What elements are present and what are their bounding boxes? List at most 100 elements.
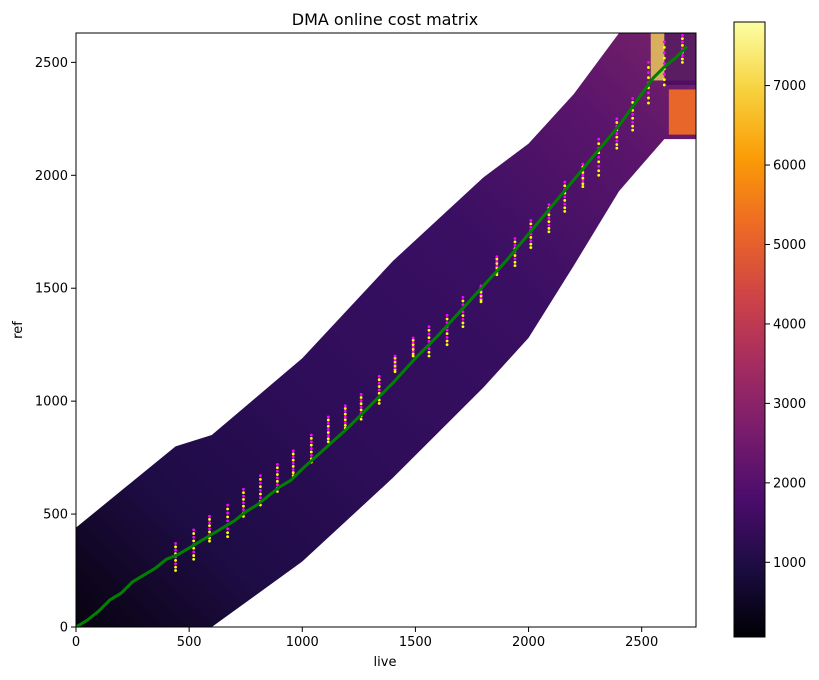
candidate-point bbox=[192, 557, 196, 561]
candidate-point bbox=[513, 264, 517, 268]
candidate-point bbox=[291, 461, 295, 465]
candidate-point bbox=[192, 550, 196, 554]
candidate-point bbox=[174, 545, 177, 549]
candidate-point bbox=[192, 539, 196, 543]
candidate-point bbox=[192, 554, 196, 557]
candidate-point bbox=[393, 364, 397, 368]
candidate-point bbox=[529, 246, 533, 249]
candidate-point bbox=[259, 485, 262, 489]
y-tick-label: 0 bbox=[60, 621, 68, 636]
candidate-point bbox=[411, 343, 415, 347]
candidate-point bbox=[647, 71, 650, 74]
candidate-point bbox=[427, 332, 431, 336]
candidate-column bbox=[259, 474, 262, 507]
candidate-point bbox=[547, 226, 551, 230]
candidate-point bbox=[427, 325, 431, 329]
candidate-point bbox=[563, 202, 567, 206]
candidate-point bbox=[326, 437, 330, 441]
candidate-point bbox=[563, 180, 567, 184]
candidate-point bbox=[275, 483, 279, 487]
candidate-point bbox=[393, 360, 397, 364]
candidate-point bbox=[326, 415, 330, 419]
candidate-point bbox=[343, 418, 347, 422]
candidate-point bbox=[411, 341, 415, 344]
candidate-point bbox=[291, 464, 295, 468]
candidate-point bbox=[513, 243, 517, 247]
candidate-point bbox=[547, 220, 551, 223]
candidate-point bbox=[393, 362, 397, 366]
candidate-point bbox=[343, 407, 347, 410]
candidate-point bbox=[359, 399, 363, 402]
candidate-point bbox=[461, 321, 465, 325]
candidate-point bbox=[359, 408, 363, 412]
candidate-point bbox=[513, 254, 517, 257]
candidate-point bbox=[411, 347, 415, 351]
cost-band bbox=[76, 33, 696, 627]
candidate-point bbox=[226, 519, 230, 523]
candidate-column bbox=[291, 449, 295, 478]
candidate-point bbox=[681, 60, 684, 64]
candidate-point bbox=[226, 531, 230, 535]
candidate-point bbox=[359, 396, 363, 399]
candidate-point bbox=[343, 404, 347, 408]
candidate-point bbox=[208, 530, 211, 534]
candidate-point bbox=[343, 409, 347, 413]
candidate-point bbox=[495, 261, 499, 265]
candidate-point bbox=[427, 350, 431, 354]
candidate-point bbox=[615, 117, 619, 121]
candidate-point bbox=[647, 96, 650, 100]
candidate-point bbox=[377, 385, 381, 388]
candidate-point bbox=[309, 443, 313, 447]
candidate-point bbox=[226, 535, 230, 539]
candidate-point bbox=[581, 185, 585, 188]
candidate-point bbox=[291, 449, 295, 453]
candidate-point bbox=[563, 199, 567, 202]
candidate-point bbox=[242, 508, 245, 511]
candidate-point bbox=[681, 37, 684, 41]
candidate-column bbox=[597, 137, 601, 177]
candidate-column bbox=[343, 404, 347, 430]
candidate-point bbox=[513, 257, 517, 261]
candidate-point bbox=[226, 527, 230, 531]
candidate-column bbox=[445, 313, 449, 347]
candidate-point bbox=[461, 299, 465, 303]
candidate-point bbox=[479, 294, 483, 298]
candidate-column bbox=[326, 415, 330, 444]
candidate-point bbox=[681, 57, 684, 61]
candidate-point bbox=[226, 507, 230, 511]
candidate-point bbox=[681, 54, 684, 57]
candidate-point bbox=[343, 415, 347, 419]
candidate-point bbox=[631, 128, 635, 132]
candidate-column bbox=[275, 462, 279, 493]
colorbar-tick-label: 6000 bbox=[773, 159, 806, 174]
candidate-column bbox=[461, 295, 465, 329]
candidate-point bbox=[631, 120, 635, 124]
candidate-point bbox=[359, 392, 363, 396]
candidate-point bbox=[326, 418, 330, 422]
candidate-point bbox=[208, 539, 211, 543]
candidate-point bbox=[259, 474, 262, 478]
candidate-point bbox=[615, 121, 619, 124]
candidate-point bbox=[495, 257, 499, 261]
warping-path bbox=[76, 45, 688, 627]
candidate-point bbox=[208, 514, 211, 518]
x-tick-label: 500 bbox=[177, 635, 202, 650]
candidate-point bbox=[291, 455, 295, 459]
candidate-point bbox=[581, 173, 585, 177]
candidate-column bbox=[563, 180, 567, 213]
candidate-point bbox=[597, 137, 601, 141]
candidate-point bbox=[662, 45, 666, 49]
candidate-point bbox=[461, 317, 465, 321]
candidate-point bbox=[411, 352, 415, 356]
candidate-point bbox=[681, 44, 684, 47]
candidate-point bbox=[208, 524, 211, 528]
candidate-point bbox=[681, 33, 684, 37]
candidate-point bbox=[192, 528, 196, 532]
colorbar bbox=[733, 21, 766, 638]
candidate-point bbox=[547, 203, 551, 207]
candidate-point bbox=[343, 424, 347, 427]
candidate-point bbox=[174, 562, 177, 566]
candidate-point bbox=[529, 222, 533, 226]
cost-band-fill bbox=[76, 33, 696, 627]
candidate-point bbox=[411, 354, 415, 358]
